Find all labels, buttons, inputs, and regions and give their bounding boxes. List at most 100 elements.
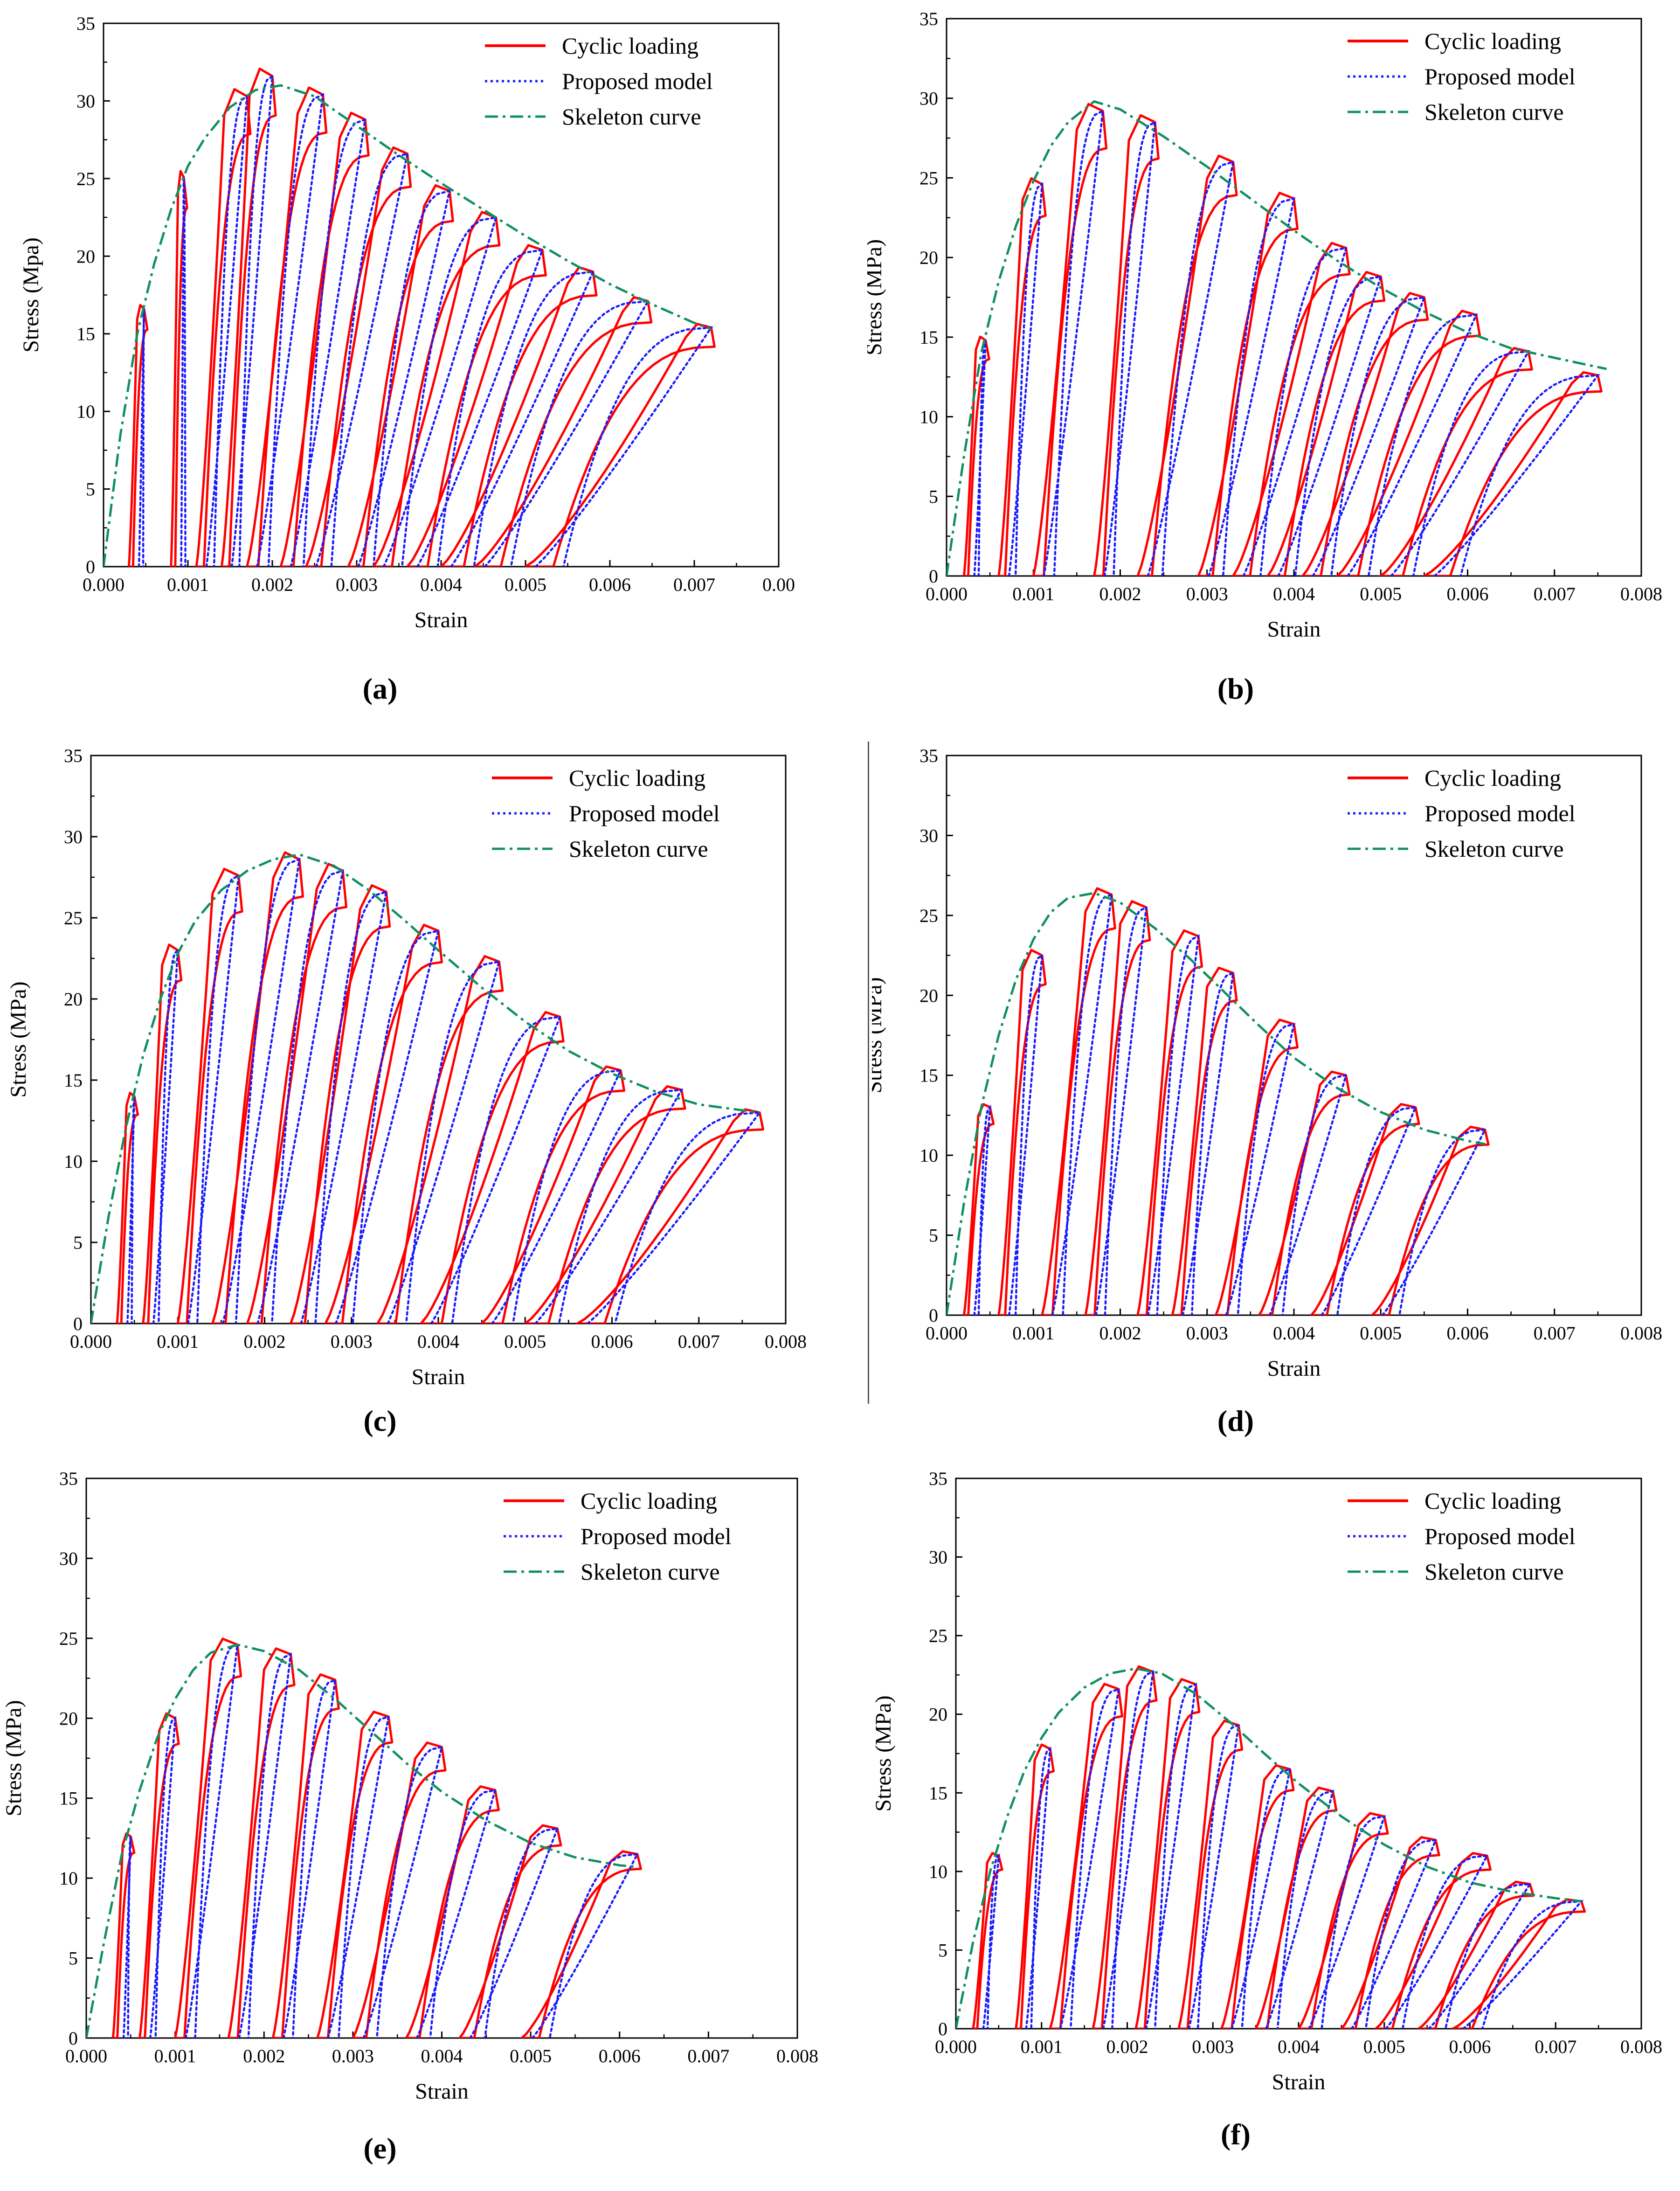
model-loop (531, 1853, 639, 2038)
caption-d: (d) (1217, 1404, 1254, 1437)
legend-cyclic-label: Cyclic loading (1424, 1488, 1561, 1514)
model-loop (1231, 1768, 1292, 2029)
model-loop (382, 216, 498, 567)
model-loop (1145, 1683, 1197, 2029)
y-tick-label: 30 (64, 826, 83, 847)
cyclic-loop (195, 88, 252, 567)
curves (956, 1665, 1586, 2029)
model-loop (430, 1015, 562, 1324)
y-tick-label: 0 (86, 556, 95, 577)
x-tick-label: 0.004 (1273, 583, 1315, 604)
legend-model-label: Proposed model (569, 800, 720, 826)
x-axis-label: Strain (1272, 2070, 1326, 2094)
x-tick-label: 0.005 (1360, 583, 1402, 604)
y-tick-label: 35 (59, 1468, 78, 1489)
y-tick-label: 25 (76, 168, 95, 189)
legend-skeleton-label: Skeleton curve (1424, 1559, 1564, 1585)
y-tick-label: 20 (64, 989, 83, 1010)
y-tick-label: 35 (920, 745, 938, 766)
caption-f: (f) (1221, 2118, 1251, 2151)
y-axis-label: Stress (Mpa) (19, 237, 43, 353)
y-tick-label: 20 (920, 247, 938, 268)
x-tick-label: 0.006 (1447, 583, 1489, 604)
curves (86, 1637, 642, 2038)
y-tick-label: 30 (59, 1548, 78, 1569)
model-loop (1008, 182, 1044, 576)
model-loop (1268, 1074, 1348, 1315)
model-loop (230, 74, 274, 567)
x-tick-label: 0.004 (1278, 2036, 1320, 2057)
y-tick-label: 10 (920, 1145, 938, 1166)
model-loop (149, 1716, 177, 2038)
legend-skeleton-label: Skeleton curve (1424, 836, 1564, 862)
model-loop (315, 152, 409, 567)
model-loop (334, 929, 440, 1324)
model-loop (1225, 1022, 1295, 1315)
x-tick-label: 0.000 (65, 2045, 107, 2066)
y-axis-label: Stress (MPa) (872, 977, 886, 1093)
model-loop (534, 326, 713, 567)
y-tick-label: 30 (929, 1547, 947, 1568)
x-tick-label: 0.000 (70, 1331, 112, 1352)
model-loop (416, 249, 544, 567)
y-axis-label: Stress (MPa) (6, 981, 31, 1097)
x-tick-label: 0.007 (687, 2045, 729, 2066)
caption-e: (e) (363, 2132, 397, 2165)
x-tick-label: 0.008 (1620, 583, 1662, 604)
model-loop (491, 1069, 622, 1324)
cyclic-loop (1371, 1125, 1490, 1315)
model-loop (122, 1836, 132, 2038)
y-tick-label: 10 (59, 1868, 78, 1889)
caption-a: (a) (362, 672, 398, 705)
chart-b: 0.000 0.001 0.002 0.003 0.004 0.005 0.006 0.007… (862, 8, 1662, 642)
caption-b: (b) (1217, 672, 1254, 705)
y-tick-label: 25 (59, 1628, 78, 1649)
legend-model-label: Proposed model (1424, 1523, 1576, 1549)
legend-model-label: Proposed model (562, 68, 713, 94)
x-tick-label: 0.005 (505, 574, 546, 595)
x-tick-label: 0.001 (1012, 583, 1054, 604)
x-tick-label: 0.005 (1363, 2036, 1405, 2057)
y-tick-label: 15 (929, 1782, 947, 1803)
legend-cyclic-label: Cyclic loading (569, 765, 705, 791)
panel-e: 0.000 0.001 0.002 0.003 0.004 0.005 0.006 0.007… (1, 1464, 825, 2117)
y-tick-label: 35 (929, 1469, 947, 1489)
skeleton-curve (91, 853, 760, 1324)
skeleton-curve (956, 1667, 1582, 2029)
model-loop (1312, 296, 1426, 576)
panel-b: 0.000 0.001 0.002 0.003 0.004 0.005 0.006 0.007… (862, 5, 1679, 667)
cyclic-loop (480, 1065, 626, 1324)
curves (104, 67, 716, 567)
y-tick-label: 15 (920, 1065, 938, 1086)
chart-a: 0.000 0.001 0.002 0.003 0.004 0.005 0.006 0.007… (19, 13, 795, 632)
cyclic-loop (1134, 1678, 1201, 2029)
x-tick-label: 0.006 (1447, 1323, 1489, 1344)
y-tick-label: 15 (76, 324, 95, 345)
x-tick-label: 0.004 (417, 1331, 459, 1352)
model-loop (187, 874, 240, 1324)
cyclic-loop (376, 955, 504, 1324)
skeleton-curve (947, 100, 1607, 576)
x-tick-label: 0.008 (1620, 2036, 1662, 2057)
model-loop (1182, 971, 1235, 1315)
x-tick-label: 0.003 (1186, 1323, 1228, 1344)
cyclic-loop (1171, 966, 1238, 1315)
x-axis-label: Strain (1267, 1356, 1321, 1381)
y-tick-label: 15 (59, 1788, 78, 1809)
y-tick-label: 15 (920, 327, 938, 348)
model-loop (982, 1853, 1000, 2029)
cyclic-loop (576, 1108, 765, 1324)
model-loop (180, 177, 187, 567)
y-tick-label: 15 (64, 1070, 83, 1091)
model-loop (221, 858, 301, 1324)
model-loop (238, 1652, 292, 2038)
legend-cyclic-label: Cyclic loading (1424, 765, 1561, 791)
cyclic-loop (1452, 1898, 1586, 2029)
x-tick-label: 0.005 (1360, 1323, 1402, 1344)
legend-skeleton-label: Skeleton curve (1424, 99, 1564, 125)
model-loop (327, 1715, 390, 2038)
x-tick-label: 0.000 (926, 1323, 968, 1344)
x-tick-label: 0.002 (244, 1331, 286, 1352)
model-loop (1103, 120, 1156, 576)
